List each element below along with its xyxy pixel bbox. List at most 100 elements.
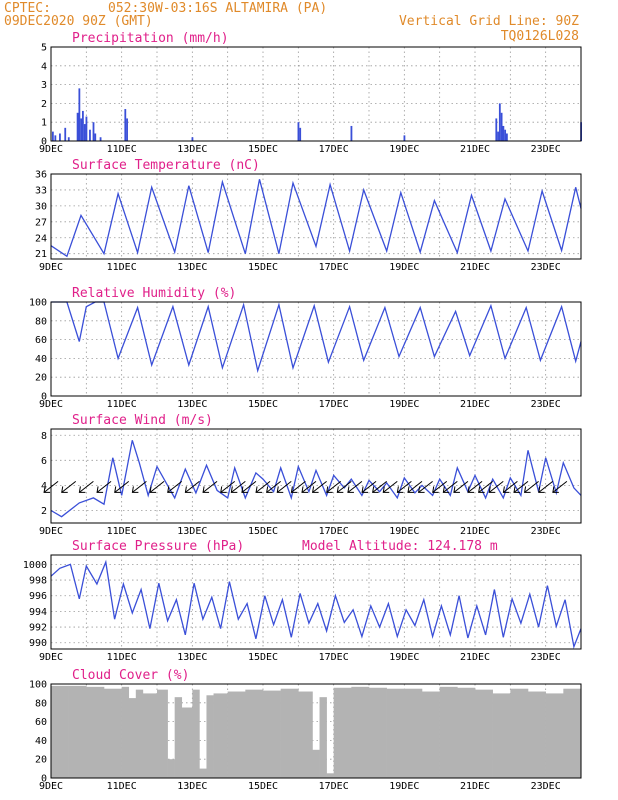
y-tick-label: 60: [35, 335, 47, 346]
temp-frame: [50, 173, 582, 260]
wind-vector-head: [312, 486, 319, 493]
wind-vector-head: [131, 486, 139, 493]
wind-vector-arrow: [96, 481, 112, 493]
y-tick-label: 27: [35, 217, 47, 228]
wind-panel: 2 4 6 8 9DEC 11DEC 13DEC 15DEC 17DEC 19DEC 21DEC 23…: [39, 413, 582, 537]
temp-panel: 21 24 27 30 33 36 9DEC 11DEC 13DEC 15DEC 17DEC 19DE…: [35, 158, 582, 273]
wind-vector-arrow: [502, 481, 518, 493]
cloud-area-segment: [192, 689, 200, 778]
x-tick-label: 11DEC: [107, 652, 137, 663]
y-tick-label: 36: [35, 170, 47, 181]
wind-vector-head: [502, 486, 510, 493]
cloud-area-segment: [326, 773, 334, 778]
x-tick-label: 19DEC: [389, 144, 419, 155]
x-tick-label: 23DEC: [531, 399, 561, 410]
wind-vector-head: [382, 486, 390, 493]
wind-vector-head: [513, 486, 520, 493]
precip-bar: [502, 125, 505, 141]
x-tick-label: 13DEC: [177, 652, 207, 663]
precip-bar: [80, 118, 83, 141]
wind-vector-arrow: [167, 481, 183, 493]
wind-vector-head: [184, 486, 192, 493]
wind-vector-arrow: [513, 481, 529, 493]
wind-vector-shaft: [488, 481, 504, 493]
wind-vector-shaft: [61, 481, 77, 493]
wind-vector-head: [396, 486, 404, 493]
temp-title: Surface Temperature (nC): [72, 158, 260, 173]
wind-vector-head: [167, 486, 174, 493]
wind-vector-arrow: [382, 481, 398, 493]
wind-vector-shaft: [432, 481, 448, 493]
precip-bar: [51, 131, 54, 141]
y-tick-label: 4: [41, 61, 47, 72]
wind-vector-arrow: [372, 481, 387, 493]
cloud-area-segment: [86, 686, 105, 778]
precip-bar: [94, 133, 97, 141]
header-location: 052:30W-03:16S ALTAMIRA (PA): [108, 1, 327, 16]
precip-bar: [297, 122, 300, 141]
wind-vector-shaft: [326, 481, 342, 493]
x-tick-label: 9DEC: [39, 399, 63, 410]
x-tick-label: 17DEC: [319, 526, 349, 537]
wind-vector-arrow: [467, 481, 483, 493]
pres-panel: 990 992 994 996 998 1000 9DEC 11DEC 13DEC 15DEC 17…: [23, 539, 582, 663]
cloud-area-segment: [280, 688, 299, 778]
y-tick-label: 6: [41, 456, 47, 467]
wind-vector-head: [202, 486, 210, 493]
wind-vector-head: [61, 486, 68, 493]
x-tick-label: 23DEC: [531, 781, 561, 792]
wind-vector-arrow: [131, 481, 147, 493]
wind-vector-shaft: [185, 481, 200, 493]
cloud-area-segment: [312, 749, 320, 778]
x-tick-label: 17DEC: [319, 781, 349, 792]
precip-bar: [85, 116, 88, 141]
y-tick-label: 4: [41, 481, 47, 492]
wind-vector-arrow: [347, 481, 363, 493]
wind-title: Surface Wind (m/s): [72, 413, 213, 428]
wind-vector-arrow: [442, 481, 458, 493]
wind-vector-shaft: [513, 481, 529, 493]
wind-vector-shaft: [347, 481, 363, 493]
y-tick-label: 2: [41, 99, 47, 110]
rh-frame: [50, 301, 582, 397]
y-tick-label: 8: [41, 431, 47, 442]
x-tick-label: 13DEC: [177, 781, 207, 792]
precip-bar: [500, 112, 503, 141]
x-tick-label: 21DEC: [460, 399, 490, 410]
cloud-area-segment: [227, 691, 246, 778]
wind-vector-head: [347, 486, 354, 493]
y-tick-label: 80: [35, 316, 47, 327]
wind-vector-arrow: [230, 481, 246, 493]
x-tick-label: 15DEC: [248, 399, 278, 410]
wind-vector-head: [241, 486, 248, 493]
x-tick-label: 13DEC: [177, 144, 207, 155]
wind-vector-head: [78, 486, 86, 493]
x-tick-label: 23DEC: [531, 652, 561, 663]
x-tick-label: 23DEC: [531, 526, 561, 537]
x-tick-label: 17DEC: [319, 262, 349, 273]
header-grid-note: Vertical Grid Line: 90Z: [399, 14, 579, 29]
cloud-panel: 0 20 40 60 80 100 9DEC 11DEC 13DEC 15DEC 17DEC 19DE…: [29, 668, 582, 792]
cloud-area-segment: [206, 695, 214, 778]
y-tick-label: 990: [29, 638, 47, 649]
wind-vector-arrow: [453, 481, 469, 493]
header-source: CPTEC:: [4, 1, 51, 16]
wind-vector-shaft: [291, 481, 306, 493]
wind-vector-arrow: [336, 481, 352, 493]
x-tick-label: 19DEC: [389, 781, 419, 792]
cloud-area-segment: [174, 697, 183, 778]
wind-vector-shaft: [552, 481, 568, 493]
x-tick-label: 11DEC: [107, 526, 137, 537]
wind-vector-head: [467, 486, 475, 493]
x-tick-label: 11DEC: [107, 144, 137, 155]
wind-vector-head: [43, 486, 51, 493]
wind-vector-head: [149, 486, 157, 493]
y-tick-label: 60: [35, 717, 47, 728]
cloud-area-segment: [142, 693, 158, 778]
wind-vector-arrow: [276, 481, 292, 493]
y-tick-label: 100: [29, 680, 47, 691]
precip-bar: [506, 133, 508, 141]
wind-vector-shaft: [202, 481, 218, 493]
wind-vector-arrow: [396, 481, 412, 493]
